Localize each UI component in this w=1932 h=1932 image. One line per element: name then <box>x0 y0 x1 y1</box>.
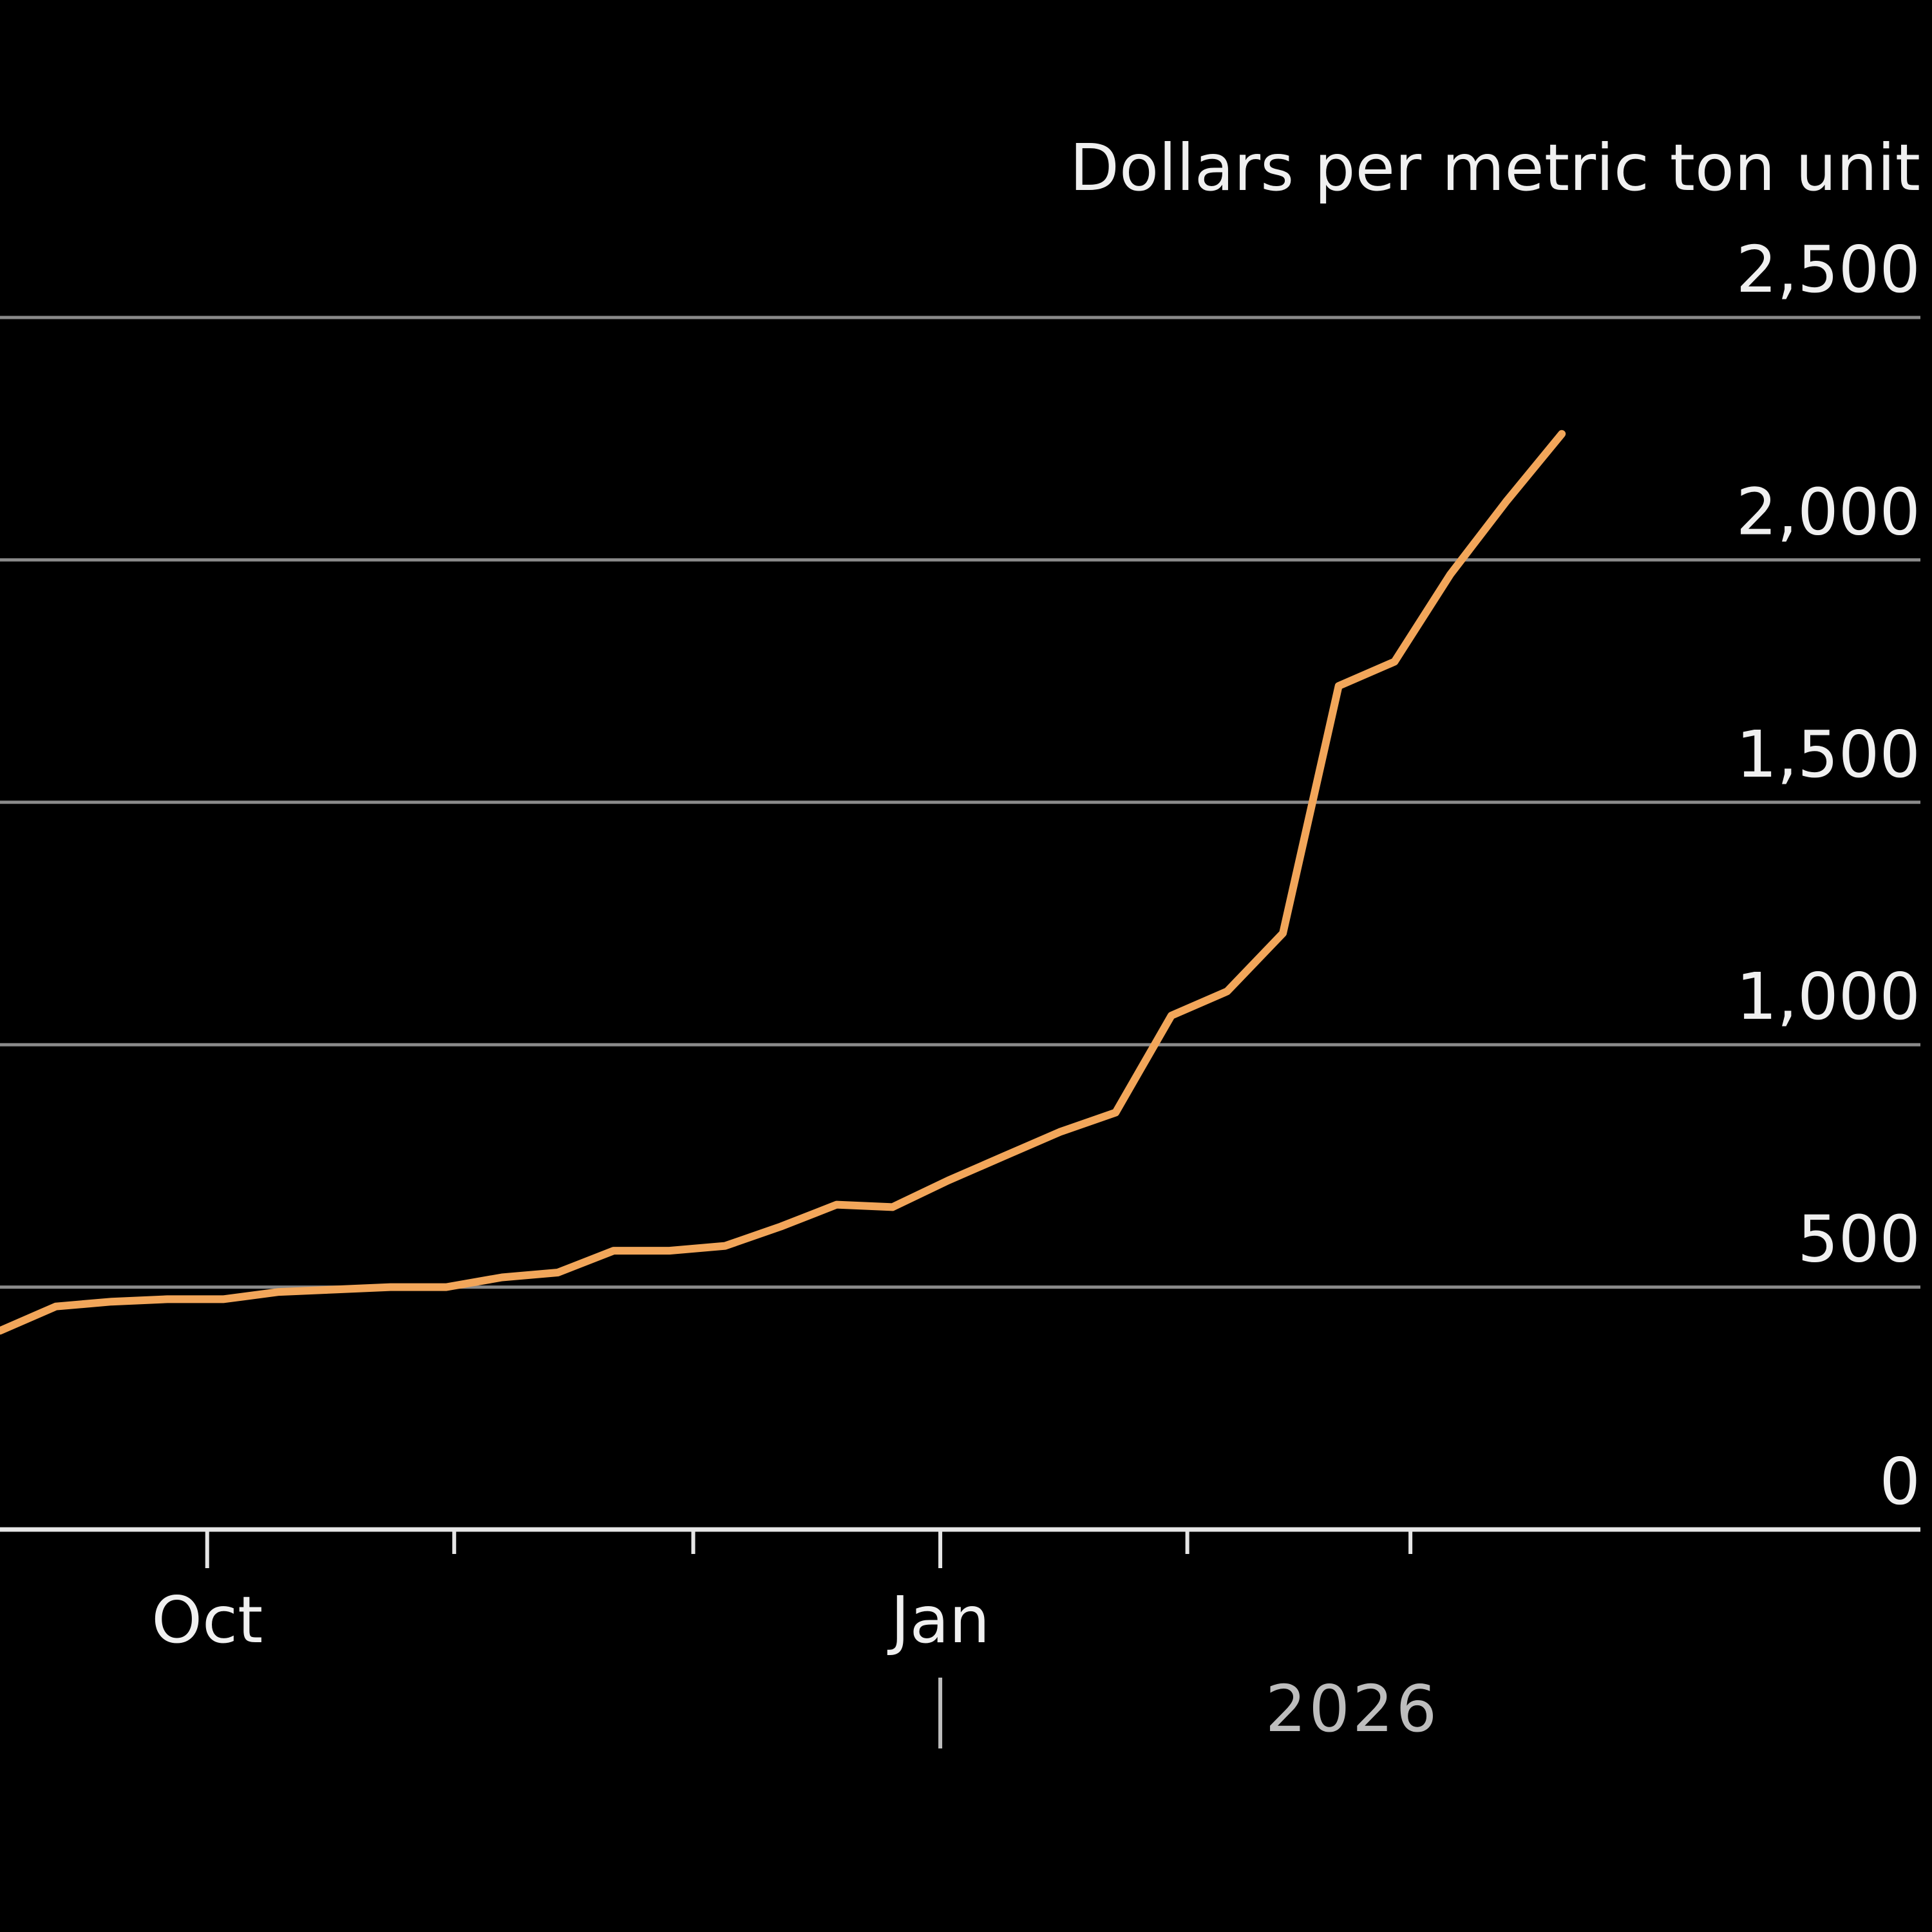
data-point <box>777 1223 784 1230</box>
data-point <box>387 1283 394 1291</box>
data-point <box>889 1204 896 1211</box>
y-tick-label: 0 <box>1879 1444 1920 1519</box>
series-line <box>0 430 1566 1335</box>
data-point <box>610 1247 617 1255</box>
data-point <box>833 1201 840 1208</box>
data-point <box>220 1296 227 1303</box>
data-point <box>1224 988 1231 995</box>
data-point <box>666 1247 673 1255</box>
data-point <box>108 1298 115 1305</box>
data-point <box>1001 1153 1008 1160</box>
y-tick-label: 2,500 <box>1736 232 1920 307</box>
y-tick-label: 1,500 <box>1736 717 1920 792</box>
series-layer <box>0 430 1566 1335</box>
data-point <box>0 1327 3 1334</box>
axis-layer <box>0 1527 1920 1748</box>
y-tick-label: 500 <box>1797 1202 1920 1277</box>
data-point <box>331 1286 338 1293</box>
y-axis-unit-label: Dollars per metric ton unit <box>1070 130 1920 205</box>
data-point <box>1502 498 1510 506</box>
data-point <box>1280 930 1287 937</box>
data-point <box>945 1177 952 1184</box>
data-point <box>1112 1109 1119 1116</box>
data-point <box>1558 430 1566 437</box>
data-point <box>164 1296 171 1303</box>
data-point <box>721 1242 728 1249</box>
data-point <box>1335 683 1342 690</box>
data-point <box>554 1269 562 1276</box>
data-point <box>1391 658 1398 665</box>
data-point <box>52 1303 59 1310</box>
data-point <box>1056 1128 1063 1135</box>
grid-layer <box>0 316 1920 1289</box>
data-point <box>1446 571 1454 578</box>
label-layer: Dollars per metric ton unit 2026 0 500 1,0… <box>151 130 1920 1747</box>
x-tick-label: Oct <box>151 1582 263 1658</box>
data-point <box>1168 1012 1175 1019</box>
data-point <box>276 1289 283 1296</box>
y-tick-label: 1,000 <box>1736 959 1920 1034</box>
year-label: 2026 <box>1265 1671 1440 1747</box>
y-tick-label: 2,000 <box>1736 474 1920 549</box>
x-tick-label: Jan <box>887 1582 990 1658</box>
data-point <box>442 1283 450 1291</box>
data-point <box>498 1274 506 1281</box>
